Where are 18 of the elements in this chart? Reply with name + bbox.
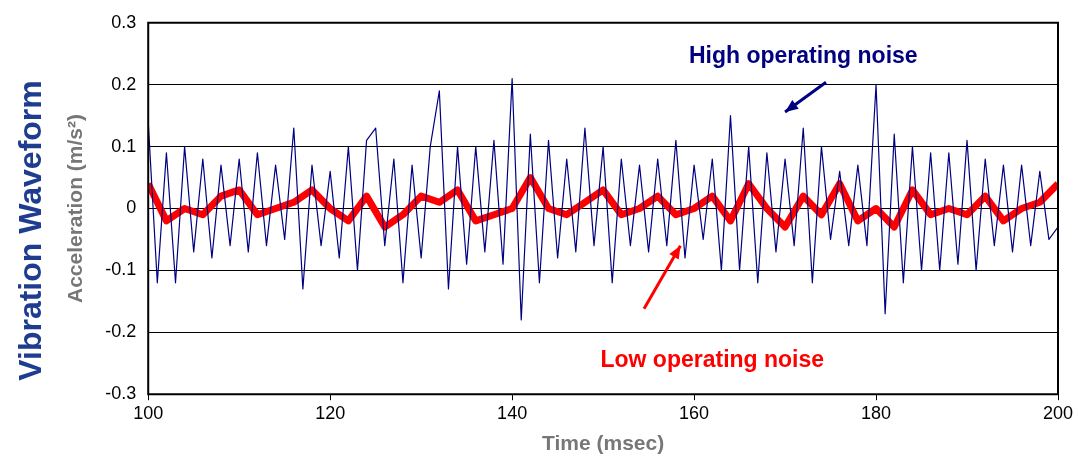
- y-tick-label: -0.1: [105, 259, 137, 280]
- series-label: High operating noise: [688, 41, 918, 68]
- text: Vibration Waveform: [11, 80, 49, 381]
- y-tick-label: 0.3: [111, 11, 137, 32]
- text: Low operating noise: [600, 346, 825, 373]
- y-tick-label: 0.1: [111, 135, 137, 156]
- x-tick-label: 100: [133, 402, 164, 423]
- x-axis-title: Time (msec): [542, 431, 665, 455]
- y-axis-title: Acceleration (m/s²): [63, 113, 87, 304]
- y-tick-label: 0: [126, 197, 137, 218]
- x-tick-label: 200: [1042, 402, 1074, 423]
- x-tick-label: 180: [861, 402, 892, 423]
- x-tick-label: 160: [679, 402, 710, 423]
- y-tick-label: 0.2: [111, 73, 137, 94]
- y-tick-label: -0.2: [105, 321, 137, 342]
- y-tick-label: -0.3: [105, 383, 137, 404]
- x-tick-label: 140: [497, 402, 528, 423]
- x-tick-label: 120: [315, 402, 346, 423]
